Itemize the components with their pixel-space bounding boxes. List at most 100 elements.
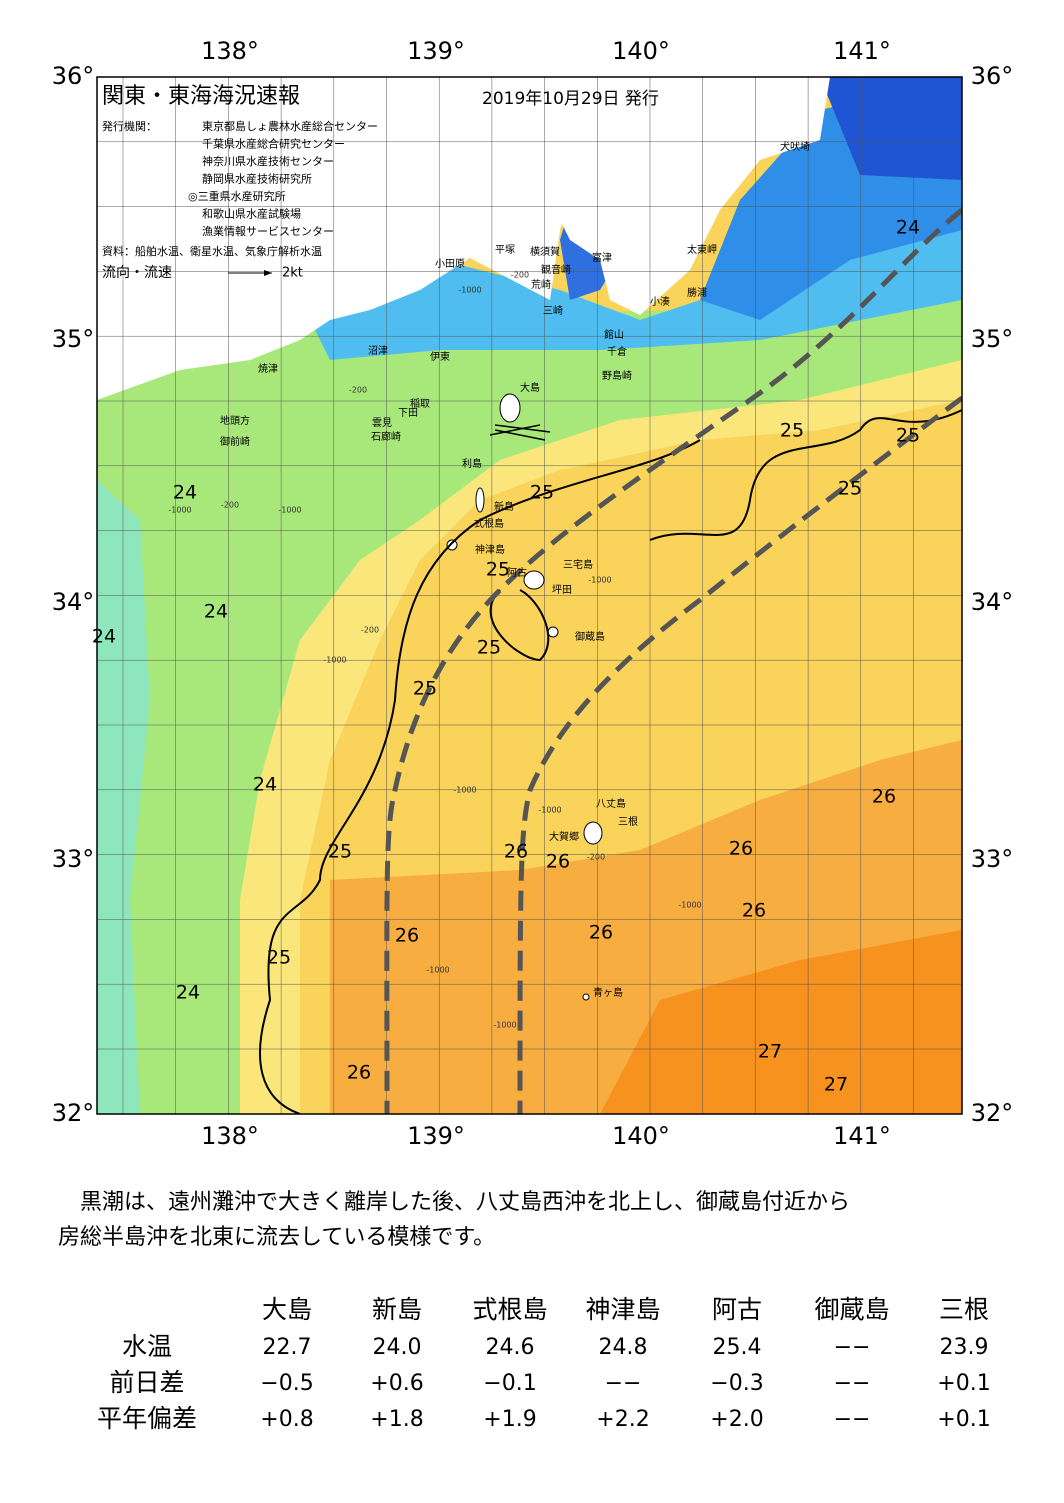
depth-label: -1000 <box>678 901 701 910</box>
agency: 静岡県水産技術研究所 <box>202 172 312 186</box>
temperature-label: 26 <box>546 851 570 873</box>
depth-label: -1000 <box>458 286 481 295</box>
place-name: 焼津 <box>258 363 278 375</box>
temperature-label: 25 <box>413 678 437 700</box>
temperature-label: 24 <box>896 217 920 239</box>
sea-deep-orange <box>600 930 962 1114</box>
table-header: 御蔵島 <box>814 1295 889 1324</box>
temperature-label: 24 <box>173 482 197 504</box>
agency: ◎三重県水産研究所 <box>188 189 286 203</box>
table-cell: 23.9 <box>940 1335 989 1360</box>
agency: 東京都島しょ農林水産総合センター <box>202 119 378 133</box>
depth-label: -200 <box>349 386 367 395</box>
lon-label: 138° <box>201 37 259 65</box>
table-header: 阿古 <box>712 1295 762 1324</box>
lon-label: 138° <box>201 1122 259 1150</box>
temperature-label: 25 <box>477 637 501 659</box>
table-cell: +0.1 <box>937 1371 990 1396</box>
table-cell: 22.7 <box>263 1335 312 1360</box>
place-name: 横須賀 <box>530 245 560 258</box>
temperature-label: 26 <box>742 900 766 922</box>
agency: 漁業情報サービスセンター <box>202 224 334 238</box>
island <box>499 393 521 423</box>
table-header: 式根島 <box>472 1295 547 1324</box>
kuroshio-south <box>517 396 962 1114</box>
kuroshio <box>384 208 962 1114</box>
island <box>582 993 590 1001</box>
lon-label: 141° <box>833 37 891 65</box>
sea-cyan <box>97 480 150 1114</box>
isotherm <box>489 589 550 662</box>
texts: 36° 36° 35° 35° 34° 34° 33° 33° 32° 32° 138° 138° 13… <box>52 37 1014 1433</box>
legend-label: 流向・流速 <box>102 265 172 281</box>
temperature-label: 26 <box>872 786 896 808</box>
place-name: 阿古 <box>507 566 527 579</box>
sea-navy <box>820 77 962 180</box>
row-label: 前日差 <box>109 1368 184 1397</box>
depth-label: -1000 <box>426 966 449 975</box>
place-name: 式根島 <box>474 517 504 530</box>
current-arrows <box>489 424 551 441</box>
place-name: 坪田 <box>552 583 572 596</box>
sea-green <box>97 300 962 1114</box>
temperature-label: 26 <box>347 1062 371 1084</box>
depth-label: -1000 <box>278 506 301 515</box>
lat-label: 34° <box>52 588 95 616</box>
table-cell: +2.2 <box>596 1407 649 1432</box>
depth-label: -1000 <box>493 1021 516 1030</box>
table-cell: +0.8 <box>260 1407 313 1432</box>
place-name: 小田原 <box>435 258 465 270</box>
summary-line: 黒潮は、遠州灘沖で大きく離岸した後、八丈島西沖を北上し、御蔵島付近から <box>80 1190 850 1215</box>
legend-speed: 2kt <box>282 266 303 281</box>
table-header: 大島 <box>262 1295 312 1324</box>
table-cell: 24.6 <box>486 1335 535 1360</box>
place-name: 稲取 <box>410 398 430 410</box>
place-name: 雲見 <box>372 417 392 429</box>
table-cell: 25.4 <box>713 1335 762 1360</box>
place-name: 三崎 <box>543 304 563 317</box>
place-name: 下田 <box>398 408 418 419</box>
table-cell: +1.8 <box>370 1407 423 1432</box>
table-cell: −0.3 <box>710 1371 763 1396</box>
place-name: 千倉 <box>607 345 627 358</box>
lat-label: 34° <box>971 588 1014 616</box>
island <box>547 626 559 638</box>
temperature-label: 25 <box>530 482 554 504</box>
table-header: 三根 <box>939 1295 989 1324</box>
temperature-label: 24 <box>204 601 228 623</box>
table-cell: −− <box>834 1407 871 1432</box>
depth-label: -1000 <box>453 786 476 795</box>
place-name: 八丈島 <box>596 797 626 810</box>
table-cell: −0.1 <box>483 1371 536 1396</box>
place-name: 大賀郷 <box>549 830 579 843</box>
row-label: 平年偏差 <box>97 1404 197 1433</box>
table-cell: −0.5 <box>260 1371 313 1396</box>
title: 関東・東海海況速報 <box>102 84 300 109</box>
place-name: 御前崎 <box>220 435 250 448</box>
place-name: 伊東 <box>430 350 450 363</box>
lon-label: 139° <box>407 1122 465 1150</box>
temperature-label: 24 <box>92 626 116 648</box>
depth-label: -200 <box>511 271 529 280</box>
place-name: 利島 <box>462 457 482 470</box>
source: 資料：船舶水温、衛星水温、気象庁解析水温 <box>102 244 322 258</box>
lon-label: 141° <box>833 1122 891 1150</box>
lat-label: 32° <box>971 1099 1014 1127</box>
place-name: 館山 <box>604 328 624 341</box>
place-name: 三根 <box>618 815 638 828</box>
agency-label: 発行機関： <box>102 119 157 133</box>
place-name: 太東岬 <box>687 243 717 256</box>
temperature-label: 25 <box>780 420 804 442</box>
row-label: 水温 <box>122 1332 172 1361</box>
agency: 千葉県水産総合研究センター <box>202 137 345 151</box>
map-area <box>97 77 962 1114</box>
temperature-label: 24 <box>176 982 200 1004</box>
sea-green-west <box>97 420 240 480</box>
depth-label: -200 <box>361 626 379 635</box>
place-name: 三宅島 <box>563 558 593 571</box>
place-name: 神津島 <box>475 543 505 556</box>
lat-label: 36° <box>971 62 1014 90</box>
legend-arrowhead <box>264 270 272 276</box>
table-cell: +2.0 <box>710 1407 763 1432</box>
place-name: 新島 <box>494 500 514 513</box>
